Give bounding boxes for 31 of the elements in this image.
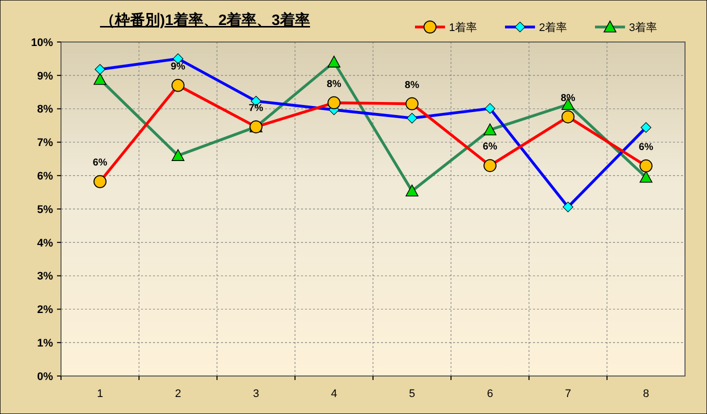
- x-tick-label: 8: [642, 388, 650, 400]
- legend-label: 1着率: [449, 20, 478, 34]
- x-tick-label: 5: [408, 388, 416, 400]
- x-tick-label: 7: [564, 388, 572, 400]
- data-label: 6%: [638, 142, 654, 153]
- x-tick-label: 6: [486, 388, 494, 400]
- y-tick-label: 1%: [37, 337, 54, 350]
- y-tick-label: 9%: [37, 70, 54, 82]
- chart-title: （枠番別)1着率、2着率、3着率: [100, 11, 310, 29]
- y-tick-label: 6%: [37, 170, 54, 182]
- data-label: 7%: [248, 102, 264, 114]
- y-tick-label: 8%: [37, 104, 54, 116]
- y-tick-label: 4%: [37, 237, 54, 250]
- y-tick-label: 3%: [37, 270, 54, 283]
- x-tick-label: 4: [330, 388, 338, 400]
- y-tick-label: 7%: [37, 137, 54, 150]
- data-label: 6%: [482, 142, 498, 153]
- x-tick-label: 3: [252, 388, 260, 400]
- x-tick-label: 1: [96, 388, 104, 400]
- y-tick-label: 5%: [37, 204, 54, 216]
- y-tick-label: 0%: [37, 370, 54, 383]
- y-tick-label: 10%: [30, 36, 54, 49]
- legend-label: 2着率: [539, 20, 568, 34]
- data-label: 8%: [326, 78, 342, 90]
- y-tick-label: 2%: [37, 304, 54, 316]
- x-tick-label: 2: [174, 388, 182, 400]
- data-label: 9%: [170, 61, 186, 72]
- data-label: 8%: [404, 80, 420, 91]
- data-label: 6%: [92, 158, 108, 169]
- data-label: 8%: [560, 92, 576, 104]
- legend-label: 3着率: [629, 20, 658, 34]
